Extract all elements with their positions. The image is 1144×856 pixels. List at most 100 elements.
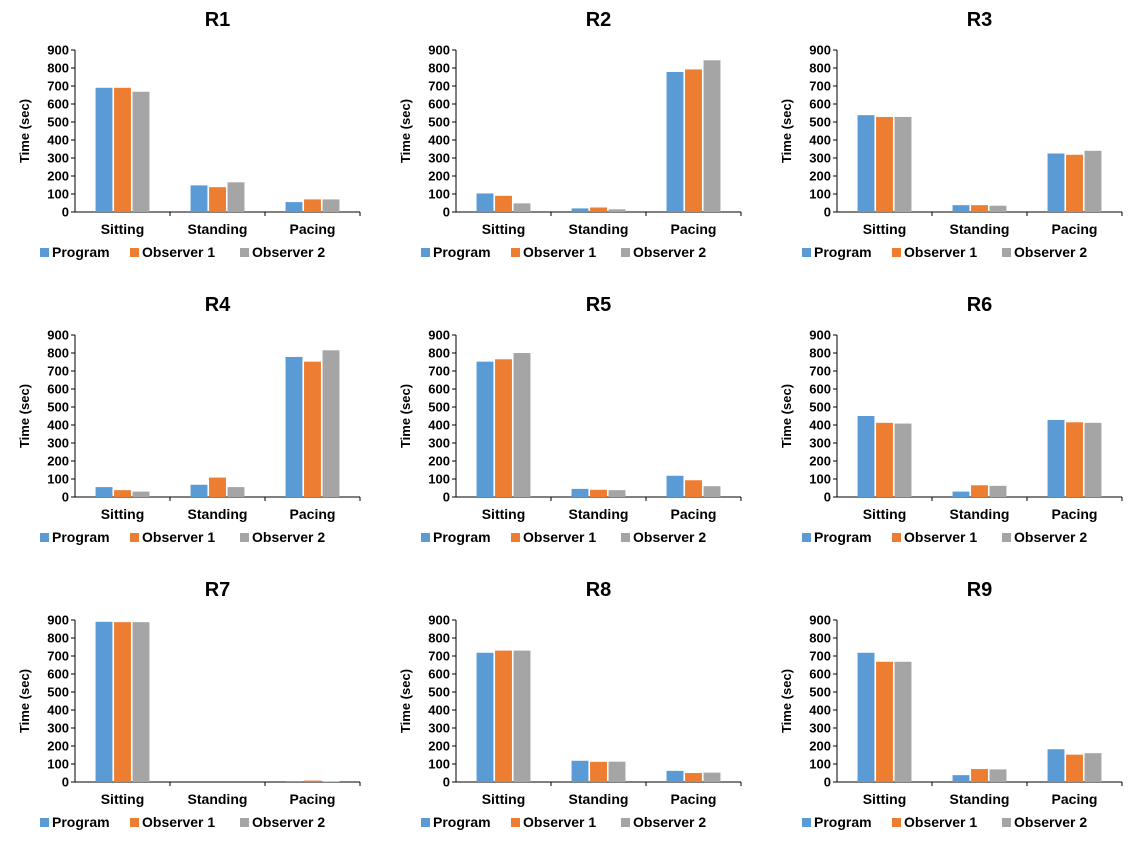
legend-swatch	[421, 248, 430, 257]
y-tick-label: 800	[809, 346, 831, 361]
legend-swatch	[421, 818, 430, 827]
bar-sitting-observer-2	[513, 353, 531, 497]
legend-swatch	[240, 818, 249, 827]
bar-pacing-program	[285, 781, 303, 782]
legend-label: Observer 1	[142, 244, 215, 260]
chart-svg: R3 Time (sec) 0 100 200 300 400 500 600 700 800 900…	[779, 9, 1123, 260]
y-tick-label: 900	[47, 613, 69, 628]
x-category-label: Standing	[569, 506, 629, 522]
y-tick-label: 600	[809, 97, 831, 112]
bar-sitting-observer-2	[513, 650, 531, 782]
y-tick-label: 100	[428, 187, 450, 202]
y-tick-label: 600	[428, 97, 450, 112]
y-tick-label: 300	[428, 151, 450, 166]
y-tick-label: 0	[443, 205, 450, 220]
chart-title: R7	[205, 579, 231, 601]
x-category-label: Pacing	[671, 506, 717, 522]
bar-standing-observer-1	[971, 769, 988, 782]
bar-standing-observer-2	[989, 205, 1007, 212]
bar-standing-observer-1	[590, 761, 607, 782]
legend-label: Observer 2	[633, 244, 706, 260]
legend-label: Program	[52, 529, 110, 545]
chart-title: R9	[967, 579, 993, 601]
y-tick-label: 600	[428, 382, 450, 397]
y-tick-label: 700	[428, 649, 450, 664]
y-tick-label: 0	[824, 205, 831, 220]
bar-standing-observer-2	[227, 182, 245, 212]
chart-svg: R2 Time (sec) 0 100 200 300 400 500 600 700 800 900…	[398, 9, 742, 260]
y-tick-label: 600	[47, 382, 69, 397]
y-tick-label: 500	[47, 400, 69, 415]
chart-title: R5	[586, 294, 612, 316]
bar-sitting-observer-2	[132, 491, 150, 497]
y-tick-label: 800	[47, 346, 69, 361]
y-tick-label: 900	[809, 328, 831, 343]
y-axis-label: Time (sec)	[779, 99, 794, 163]
bar-pacing-observer-1	[685, 773, 702, 782]
bar-sitting-program	[476, 652, 494, 782]
y-tick-label: 300	[47, 721, 69, 736]
bar-sitting-program	[95, 621, 113, 782]
y-axis-label: Time (sec)	[398, 99, 413, 163]
bar-standing-observer-2	[608, 490, 626, 497]
y-tick-label: 600	[809, 382, 831, 397]
y-tick-label: 900	[428, 43, 450, 58]
legend-swatch	[130, 248, 139, 257]
bar-sitting-program	[95, 87, 113, 212]
y-axis-label: Time (sec)	[17, 99, 32, 163]
legend-swatch	[892, 248, 901, 257]
legend-swatch	[802, 533, 811, 542]
legend-swatch	[621, 818, 630, 827]
y-tick-label: 0	[443, 775, 450, 790]
x-category-label: Standing	[188, 221, 248, 237]
bar-standing-observer-2	[608, 209, 626, 212]
bar-pacing-observer-1	[685, 480, 702, 497]
y-tick-label: 200	[428, 739, 450, 754]
bar-pacing-observer-1	[304, 361, 321, 497]
bar-pacing-observer-2	[1084, 150, 1102, 212]
y-tick-label: 500	[47, 115, 69, 130]
y-tick-label: 700	[428, 79, 450, 94]
legend-label: Observer 2	[252, 529, 325, 545]
bar-pacing-observer-2	[322, 350, 340, 497]
legend-label: Program	[814, 529, 872, 545]
chart-title: R4	[205, 294, 231, 316]
bar-sitting-observer-1	[114, 87, 131, 212]
y-tick-label: 200	[47, 169, 69, 184]
y-tick-label: 300	[428, 721, 450, 736]
bar-standing-observer-1	[590, 207, 607, 212]
chart-panel-r9: R9 Time (sec) 0 100 200 300 400 500 600 700 800 900…	[762, 570, 1143, 855]
y-tick-label: 100	[47, 187, 69, 202]
legend-swatch	[240, 533, 249, 542]
chart-panel-r6: R6 Time (sec) 0 100 200 300 400 500 600 700 800 900…	[762, 285, 1143, 570]
x-category-label: Standing	[569, 221, 629, 237]
y-tick-label: 700	[47, 79, 69, 94]
y-tick-label: 200	[47, 739, 69, 754]
legend-swatch	[40, 533, 49, 542]
y-tick-label: 300	[428, 436, 450, 451]
legend-swatch	[511, 533, 520, 542]
y-tick-label: 300	[809, 151, 831, 166]
bar-sitting-observer-2	[894, 423, 912, 497]
bar-sitting-observer-2	[513, 203, 531, 212]
y-tick-label: 700	[809, 649, 831, 664]
legend-label: Observer 2	[1014, 814, 1087, 830]
x-category-label: Standing	[188, 791, 248, 807]
bar-standing-observer-2	[989, 485, 1007, 497]
y-tick-label: 400	[47, 418, 69, 433]
y-tick-label: 600	[47, 667, 69, 682]
y-tick-label: 200	[809, 739, 831, 754]
bar-sitting-observer-1	[114, 622, 131, 782]
y-tick-label: 900	[428, 328, 450, 343]
y-tick-label: 0	[62, 205, 69, 220]
chart-title: R1	[205, 9, 231, 31]
x-category-label: Pacing	[671, 221, 717, 237]
x-category-label: Standing	[569, 791, 629, 807]
y-tick-label: 700	[809, 79, 831, 94]
y-axis-label: Time (sec)	[398, 669, 413, 733]
bar-pacing-observer-1	[304, 780, 321, 782]
x-category-label: Pacing	[290, 221, 336, 237]
x-category-label: Sitting	[482, 221, 526, 237]
y-tick-label: 800	[428, 61, 450, 76]
chart-title: R3	[967, 9, 993, 31]
